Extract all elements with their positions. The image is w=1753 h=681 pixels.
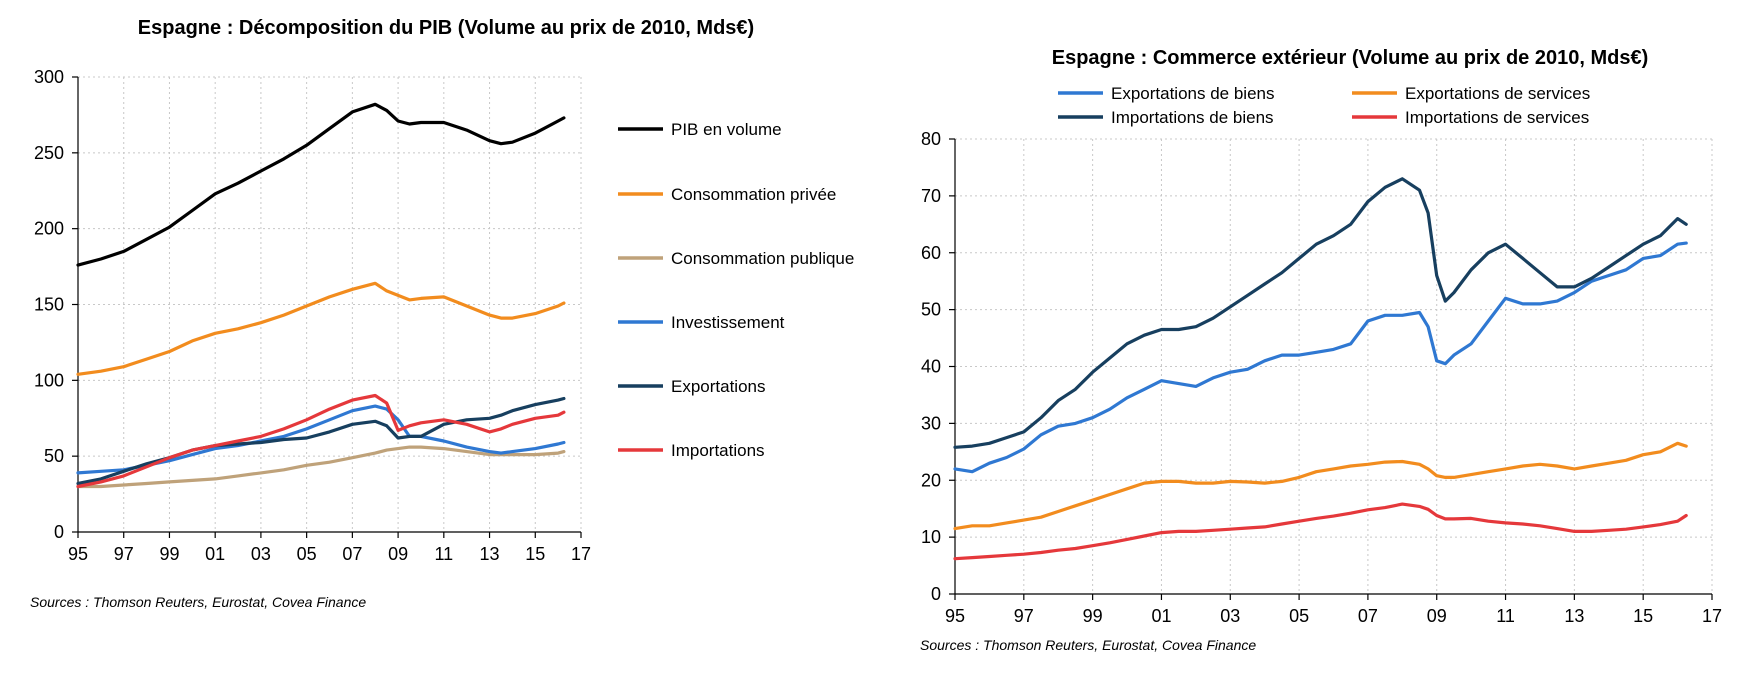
x-tick-label: 01: [205, 544, 225, 564]
x-tick-label: 09: [388, 544, 408, 564]
chart-2-plot: 0 10 20 30 40 50 60 70 80 95 97 99 01 03 05 07 09 11 13 15 1…: [921, 129, 1722, 626]
legend-item: Exportations de services: [1352, 84, 1590, 103]
x-tick-label: 95: [945, 606, 965, 626]
series-line-importations: [76, 393, 566, 489]
y-tick-label: 40: [921, 357, 941, 377]
x-tick-label: 05: [297, 544, 317, 564]
y-tick-label: 70: [921, 186, 941, 206]
legend-label: Consommation publique: [671, 249, 854, 268]
legend-label: Exportations de biens: [1111, 84, 1275, 103]
legend-item: Exportations: [618, 377, 766, 396]
series-line-exportations: [76, 396, 566, 486]
legend-item: Importations de biens: [1058, 108, 1274, 127]
y-tick-label: 250: [34, 143, 64, 163]
legend-item: Investissement: [618, 313, 785, 332]
chart-2-legend: Exportations de biens Exportations de ser…: [1058, 84, 1590, 127]
x-tick-label: 99: [159, 544, 179, 564]
series-line-exportations-de-services: [953, 441, 1688, 531]
legend-label: Importations de biens: [1111, 108, 1274, 127]
y-tick-label: 100: [34, 370, 64, 390]
x-tick-label: 13: [1564, 606, 1584, 626]
legend-label: Consommation privée: [671, 185, 836, 204]
x-tick-label: 17: [1702, 606, 1722, 626]
chart-2-source: Sources : Thomson Reuters, Eurostat, Cov…: [920, 637, 1256, 653]
x-tick-label: 95: [68, 544, 88, 564]
legend-label: Exportations de services: [1405, 84, 1590, 103]
x-tick-label: 15: [1633, 606, 1653, 626]
x-tick-label: 11: [434, 544, 453, 564]
legend-item: Consommation privée: [618, 185, 836, 204]
y-tick-label: 10: [921, 527, 941, 547]
x-tick-label: 01: [1151, 606, 1171, 626]
x-tick-label: 05: [1289, 606, 1309, 626]
x-tick-label: 11: [1496, 606, 1515, 626]
series-line-investissement: [76, 404, 566, 475]
x-tick-label: 03: [251, 544, 271, 564]
chart-1-plot: 0 50 100 150 200 250 300 95 97 99 01 03 05 07 09 11 13 15…: [34, 67, 591, 564]
legend-item: Exportations de biens: [1058, 84, 1275, 103]
series-line-exportations-de-biens: [953, 241, 1688, 474]
y-tick-label: 50: [921, 300, 941, 320]
legend-label: PIB en volume: [671, 120, 782, 139]
legend-item: Importations de services: [1352, 108, 1589, 127]
x-tick-label: 99: [1083, 606, 1103, 626]
y-tick-label: 20: [921, 470, 941, 490]
y-tick-label: 50: [44, 446, 64, 466]
x-tick-label: 13: [480, 544, 500, 564]
x-tick-label: 07: [1358, 606, 1378, 626]
y-tick-label: 150: [34, 295, 64, 315]
chart-2-title: Espagne : Commerce extérieur (Volume au …: [1052, 47, 1649, 69]
x-tick-label: 97: [114, 544, 134, 564]
chart-1-source: Sources : Thomson Reuters, Eurostat, Cov…: [30, 594, 366, 610]
y-tick-label: 200: [34, 219, 64, 239]
y-tick-label: 80: [921, 129, 941, 149]
series-line-pib-en-volume: [76, 102, 566, 267]
legend-label: Exportations: [671, 377, 766, 396]
legend-item: Consommation publique: [618, 249, 854, 268]
series-line-importations-de-services: [953, 502, 1688, 561]
x-tick-label: 07: [342, 544, 362, 564]
legend-label: Importations de services: [1405, 108, 1589, 127]
series-line-importations-de-biens: [953, 177, 1688, 449]
chart-1-title: Espagne : Décomposition du PIB (Volume a…: [138, 17, 754, 39]
x-tick-label: 17: [571, 544, 591, 564]
y-tick-label: 0: [54, 522, 64, 542]
y-tick-label: 0: [931, 584, 941, 604]
x-tick-label: 03: [1220, 606, 1240, 626]
x-tick-label: 15: [525, 544, 545, 564]
y-tick-label: 30: [921, 413, 941, 433]
series-line-consommation-priv-e: [76, 281, 566, 376]
legend-label: Investissement: [671, 313, 785, 332]
y-tick-label: 300: [34, 67, 64, 87]
x-tick-label: 09: [1427, 606, 1447, 626]
x-tick-label: 97: [1014, 606, 1034, 626]
y-tick-label: 60: [921, 243, 941, 263]
legend-item: PIB en volume: [618, 120, 782, 139]
series-line-consommation-publique: [76, 445, 566, 489]
legend-label: Importations: [671, 441, 765, 460]
chart-1-legend: PIB en volume Consommation privée Consomma…: [618, 120, 854, 460]
legend-item: Importations: [618, 441, 765, 460]
